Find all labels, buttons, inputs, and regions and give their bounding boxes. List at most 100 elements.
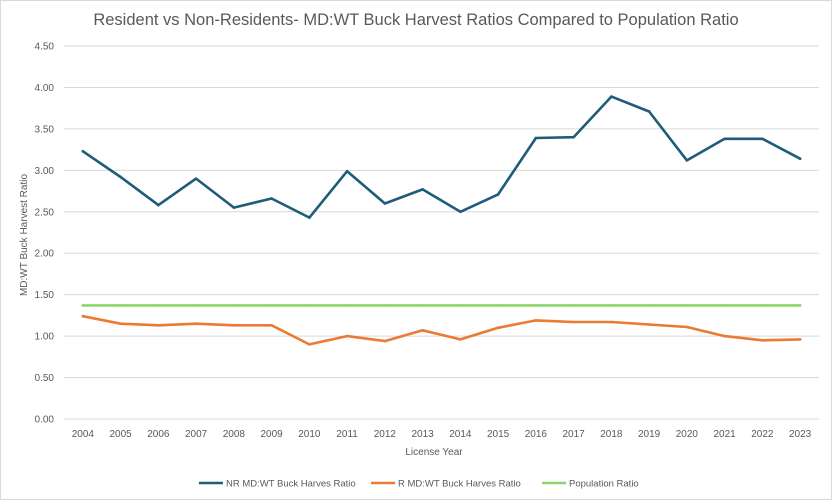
data-point xyxy=(761,304,764,307)
data-point xyxy=(459,304,462,307)
data-point xyxy=(685,159,689,162)
x-tick-label: 2008 xyxy=(223,429,246,440)
data-point xyxy=(81,304,85,307)
data-point xyxy=(157,203,160,207)
x-tick-label: 2005 xyxy=(110,429,133,440)
data-point xyxy=(610,304,613,307)
data-point xyxy=(496,193,500,196)
data-point xyxy=(421,304,424,307)
y-tick-label: 2.50 xyxy=(35,207,55,218)
x-tick-label: 2006 xyxy=(147,429,170,440)
data-point xyxy=(572,320,575,324)
x-tick-label: 2017 xyxy=(563,429,586,440)
series-line-1 xyxy=(81,314,802,346)
x-tick-label: 2021 xyxy=(714,429,737,440)
legend: NR MD:WT Buck Harves Ratio R MD:WT Buck H… xyxy=(199,479,639,490)
data-point xyxy=(459,210,462,214)
y-axis-title: MD:WT Buck Harvest Ratio xyxy=(19,174,30,296)
x-axis-title: License Year xyxy=(405,447,463,458)
data-point xyxy=(798,338,802,341)
data-point xyxy=(610,95,613,98)
data-point xyxy=(157,324,160,327)
data-point xyxy=(534,136,538,140)
data-point xyxy=(308,343,311,346)
data-point xyxy=(383,339,387,343)
data-point xyxy=(459,338,462,341)
y-tick-label: 3.00 xyxy=(35,166,55,177)
data-point xyxy=(383,202,387,205)
y-tick-label: 4.00 xyxy=(35,83,55,94)
data-point xyxy=(232,304,236,307)
data-point xyxy=(119,304,122,307)
series-lines xyxy=(81,95,802,346)
data-point xyxy=(572,304,575,307)
x-tick-label: 2011 xyxy=(336,429,358,440)
data-point xyxy=(496,304,500,307)
data-point xyxy=(119,175,122,179)
data-point xyxy=(421,188,424,191)
y-tick-label: 0.00 xyxy=(35,415,55,426)
x-axis-ticks: 2004 2005 2006 2007 2008 2009 2010 2011 2012 2013… xyxy=(72,429,812,440)
legend-label-1: R MD:WT Buck Harves Ratio xyxy=(398,479,521,490)
data-point xyxy=(345,169,349,173)
legend-label-0: NR MD:WT Buck Harves Ratio xyxy=(226,479,356,490)
data-point xyxy=(798,157,802,161)
data-point xyxy=(270,324,273,327)
y-tick-label: 0.50 xyxy=(35,373,55,384)
data-point xyxy=(194,322,198,325)
data-point xyxy=(308,216,311,219)
data-point xyxy=(723,137,726,141)
data-point xyxy=(270,304,273,307)
data-point xyxy=(723,334,726,338)
data-point xyxy=(345,334,349,338)
data-point xyxy=(232,206,236,209)
data-point xyxy=(685,325,689,329)
y-tick-label: 2.00 xyxy=(35,249,55,260)
y-tick-label: 1.00 xyxy=(35,332,55,343)
x-tick-label: 2020 xyxy=(676,429,699,440)
x-tick-label: 2015 xyxy=(487,429,510,440)
x-tick-label: 2012 xyxy=(374,429,397,440)
x-tick-label: 2009 xyxy=(261,429,284,440)
series-line-0 xyxy=(81,95,802,219)
data-point xyxy=(157,304,160,307)
data-point xyxy=(345,304,349,307)
x-tick-label: 2007 xyxy=(185,429,208,440)
data-point xyxy=(119,322,122,325)
data-point xyxy=(534,304,538,307)
data-point xyxy=(647,304,651,307)
chart-title: Resident vs Non-Residents- MD:WT Buck Ha… xyxy=(93,11,738,29)
data-point xyxy=(81,314,85,318)
legend-label-2: Population Ratio xyxy=(569,479,639,490)
data-point xyxy=(534,319,538,322)
data-point xyxy=(270,197,273,200)
x-tick-label: 2010 xyxy=(298,429,321,440)
x-tick-label: 2016 xyxy=(525,429,548,440)
data-point xyxy=(232,324,236,327)
data-point xyxy=(798,304,802,307)
data-point xyxy=(383,304,387,307)
data-point xyxy=(194,304,198,307)
data-point xyxy=(421,329,424,332)
data-point xyxy=(308,304,311,307)
data-point xyxy=(685,304,689,307)
data-point xyxy=(647,323,651,326)
data-point xyxy=(761,338,764,342)
data-point xyxy=(610,320,613,324)
data-point xyxy=(194,177,198,180)
data-point xyxy=(723,304,726,307)
x-tick-label: 2013 xyxy=(412,429,435,440)
x-tick-label: 2019 xyxy=(638,429,661,440)
data-point xyxy=(572,135,575,139)
data-point xyxy=(496,326,500,330)
x-tick-label: 2014 xyxy=(449,429,472,440)
data-point xyxy=(81,149,85,153)
y-tick-label: 4.50 xyxy=(35,42,55,53)
x-tick-label: 2004 xyxy=(72,429,95,440)
y-tick-label: 3.50 xyxy=(35,124,55,135)
x-tick-label: 2023 xyxy=(789,429,812,440)
y-axis-ticks: 0.00 0.50 1.00 1.50 2.00 2.50 3.00 3.50 4.00 4.50 xyxy=(35,42,55,426)
x-tick-label: 2018 xyxy=(600,429,623,440)
